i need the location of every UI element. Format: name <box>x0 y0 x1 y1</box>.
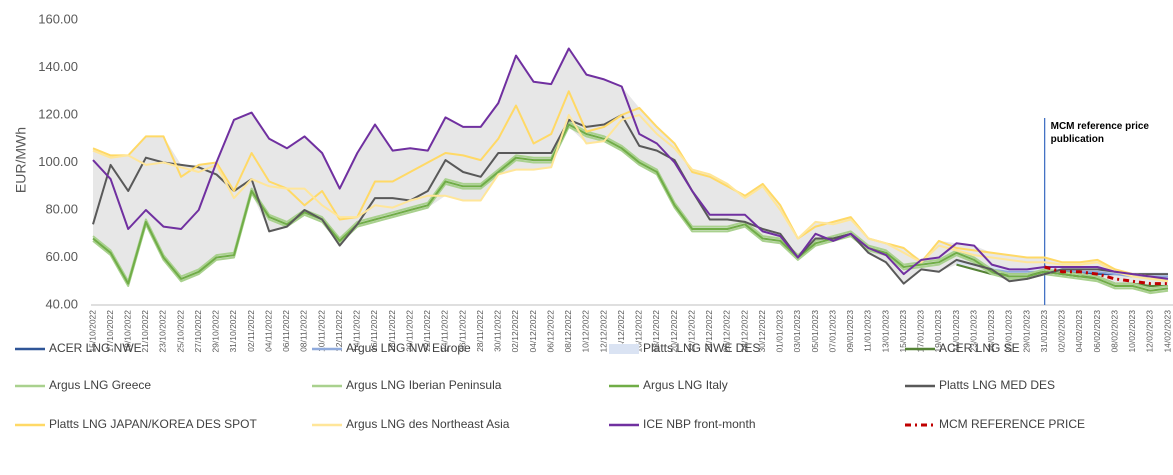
x-tick-label: 04/11/2022 <box>263 310 273 352</box>
x-tick-label: 27/01/2023 <box>1004 310 1014 353</box>
x-tick-label: 08/11/2022 <box>299 310 309 352</box>
x-tick-label: 13/01/2023 <box>880 310 890 353</box>
y-axis-label: EUR/MWh <box>13 127 29 193</box>
x-tick-label: 19/01/2023 <box>933 310 943 353</box>
legend-label: Argus LNG Italy <box>643 378 728 392</box>
legend-label: Platts LNG NWE DES <box>643 341 760 355</box>
x-tick-label: 01/01/2023 <box>775 310 785 353</box>
x-tick-label: 26/12/2022 <box>722 310 732 353</box>
x-tick-label: 31/10/2022 <box>228 310 238 353</box>
x-tick-label: 06/02/2023 <box>1092 310 1102 353</box>
series-line <box>92 47 1169 280</box>
x-tick-label: 24/12/2022 <box>704 310 714 353</box>
y-tick-label: 100.00 <box>38 154 78 169</box>
x-tick-label: 23/10/2022 <box>158 310 168 353</box>
legend-label: Platts LNG JAPAN/KOREA DES SPOT <box>49 417 258 431</box>
range-band <box>93 48 1168 294</box>
legend-label: Argus LNG Iberian Peninsula <box>346 378 502 392</box>
x-tick-label: 29/01/2023 <box>1021 310 1031 353</box>
legend-label: MCM REFERENCE PRICE <box>939 417 1085 431</box>
x-tick-label: 20/12/2022 <box>669 310 679 353</box>
legend-label: ICE NBP front-month <box>643 417 756 431</box>
x-tick-label: 04/02/2023 <box>1074 310 1084 353</box>
legend-label: ACER LNG SE <box>939 341 1020 355</box>
x-tick-label: 28/12/2022 <box>739 310 749 353</box>
x-tick-label: 14/11/2022 <box>352 310 362 352</box>
x-tick-label: 06/11/2022 <box>281 310 291 352</box>
x-tick-label: 11/01/2023 <box>863 310 873 352</box>
x-tick-label: 25/10/2022 <box>175 310 185 353</box>
x-tick-label: 14/02/2023 <box>1162 310 1172 353</box>
y-tick-label: 40.00 <box>45 296 78 311</box>
x-tick-label: 08/02/2023 <box>1109 310 1119 353</box>
annotation-line-text: MCM reference price <box>1051 121 1150 132</box>
x-tick-label: 28/11/2022 <box>475 310 485 352</box>
x-tick-label: 03/01/2023 <box>792 310 802 353</box>
x-tick-label: 12/11/2022 <box>334 310 344 352</box>
x-tick-label: 04/12/2022 <box>528 310 538 353</box>
x-tick-label: 31/01/2023 <box>1039 310 1049 353</box>
series-line <box>92 114 1169 283</box>
x-tick-label: 16/11/2022 <box>369 310 379 352</box>
x-tick-label: 30/12/2022 <box>757 310 767 353</box>
legend-label: Argus LNG des Northeast Asia <box>346 417 510 431</box>
y-tick-label: 80.00 <box>45 201 78 216</box>
legend-swatch <box>609 344 639 354</box>
series-line <box>1044 265 1168 286</box>
x-tick-label: 19/10/2022 <box>122 310 132 353</box>
x-tick-label: 08/12/2022 <box>563 310 573 353</box>
x-tick-label: 07/01/2023 <box>827 310 837 353</box>
annotation-line-text: publication <box>1051 134 1104 145</box>
x-tick-label: 30/11/2022 <box>493 310 503 352</box>
x-tick-label: 10/12/2022 <box>581 310 591 353</box>
x-tick-label: 18/12/2022 <box>651 310 661 353</box>
legend-label: ACER LNG NWE <box>49 341 142 355</box>
annotation-text: MCM reference price publication <box>1051 121 1150 145</box>
series-line <box>92 125 1169 295</box>
legend-label: Argus LNG NW Europe <box>346 341 471 355</box>
x-tick-label: 15/01/2023 <box>898 310 908 353</box>
x-tick-label: 02/02/2023 <box>1057 310 1067 353</box>
x-tick-label: 10/02/2023 <box>1127 310 1137 353</box>
y-tick-label: 160.00 <box>38 11 78 26</box>
legend-label: Argus LNG Greece <box>49 378 151 392</box>
y-tick-label: 120.00 <box>38 106 78 121</box>
x-tick-label: 26/11/2022 <box>457 310 467 352</box>
x-tick-label: 10/11/2022 <box>316 310 326 352</box>
series-line <box>92 121 1169 290</box>
x-tick-label: 12/12/2022 <box>598 310 608 353</box>
series-line <box>92 123 1169 292</box>
x-tick-label: 17/10/2022 <box>105 310 115 353</box>
x-tick-label: 09/01/2023 <box>845 310 855 353</box>
legend-label: Platts LNG MED DES <box>939 378 1055 392</box>
x-tick-label: 06/12/2022 <box>545 310 555 353</box>
x-tick-label: 27/10/2022 <box>193 310 203 353</box>
x-tick-label: 21/10/2022 <box>140 310 150 353</box>
x-tick-label: 20/11/2022 <box>404 310 414 352</box>
x-tick-label: 22/12/2022 <box>686 310 696 353</box>
x-tick-label: 16/12/2022 <box>634 310 644 353</box>
x-tick-label: 29/10/2022 <box>211 310 221 353</box>
x-tick-label: 12/02/2023 <box>1145 310 1155 353</box>
y-tick-label: 140.00 <box>38 59 78 74</box>
x-tick-label: 22/11/2022 <box>422 310 432 352</box>
x-tick-label: 02/11/2022 <box>246 310 256 352</box>
x-tick-label: 23/01/2023 <box>968 310 978 353</box>
x-tick-label: 02/12/2022 <box>510 310 520 353</box>
x-tick-label: 24/11/2022 <box>440 310 450 352</box>
x-tick-label: 25/01/2023 <box>986 310 996 353</box>
x-tick-label: 21/01/2023 <box>951 310 961 353</box>
x-tick-label: 18/11/2022 <box>387 310 397 352</box>
x-tick-label: 05/01/2023 <box>810 310 820 353</box>
y-tick-label: 60.00 <box>45 249 78 264</box>
series-line <box>92 114 1168 285</box>
x-tick-label: 17/01/2023 <box>916 310 926 353</box>
x-tick-label: 14/12/2022 <box>616 310 626 353</box>
x-tick-label: 15/10/2022 <box>87 310 97 353</box>
